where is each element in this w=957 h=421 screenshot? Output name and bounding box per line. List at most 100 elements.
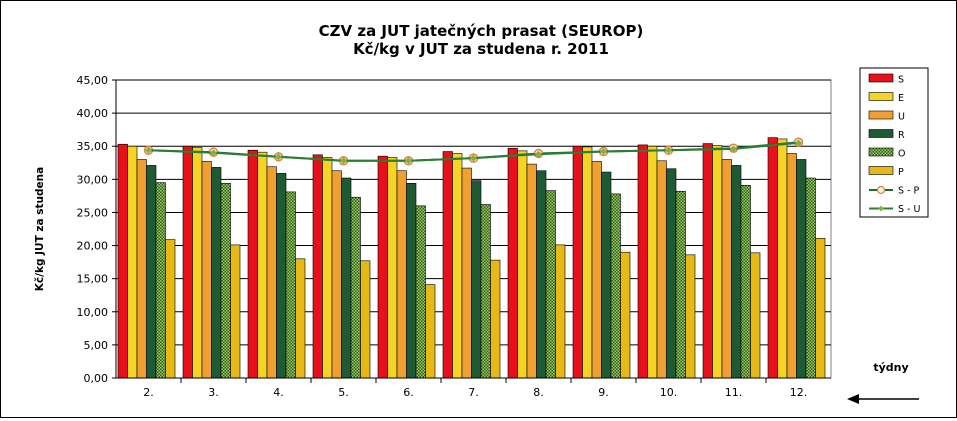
bar-o [480, 204, 491, 379]
bar-r [406, 183, 417, 379]
bar-u [591, 161, 602, 379]
bar-u [786, 153, 797, 379]
x-tick-label: 6. [403, 386, 414, 399]
bar-e [777, 138, 788, 379]
bar-r [731, 165, 742, 379]
point-s-u [274, 153, 283, 161]
bar-e [192, 147, 203, 379]
bar-e [517, 150, 528, 379]
bar-r [536, 170, 547, 379]
point-s-u [404, 157, 413, 165]
bar-p [360, 260, 371, 379]
y-tick-label: 30,00 [77, 173, 109, 186]
bar-p [165, 239, 176, 379]
y-tick-labels: 0,00 5,00 10,00 15,00 20,00 25,00 30,00 35,00 40… [77, 74, 109, 385]
legend-label: P [898, 167, 904, 178]
x-tick-label: 11. [725, 386, 743, 399]
bar-o [155, 182, 166, 379]
bar-p [750, 252, 761, 379]
bar-p [815, 237, 826, 379]
bar-s [767, 137, 778, 379]
bar-u [656, 160, 667, 379]
bar-p [230, 244, 241, 379]
bar-p [295, 258, 306, 379]
bar-u [526, 163, 537, 379]
bar-r [146, 165, 157, 379]
legend-swatch-p [868, 166, 894, 175]
bar-u [331, 170, 342, 379]
bar-u [396, 170, 407, 379]
y-tick-label: 0,00 [84, 372, 109, 385]
bar-o [545, 190, 556, 379]
bar-p [490, 259, 501, 379]
bar-p [425, 284, 436, 379]
legend-label: R [898, 130, 905, 141]
bar-o [220, 183, 231, 379]
bar-e [257, 151, 268, 379]
bar-s [117, 143, 128, 379]
point-s-u [599, 147, 608, 156]
bar-r [601, 171, 612, 379]
bar-u [721, 159, 732, 379]
bar-o [740, 184, 751, 379]
bar-p [555, 244, 566, 379]
point-s-u [469, 154, 478, 162]
legend-swatch-o [868, 147, 894, 157]
y-tick-label: 15,00 [77, 273, 109, 286]
x-tick-labels: 2. 3. 4. 5. 6. 7. 8. 9. 10. 11. 12. [116, 377, 831, 399]
legend-marker [878, 205, 884, 212]
bar-e [452, 153, 463, 379]
bar-s [572, 145, 583, 379]
y-tick-label: 25,00 [77, 206, 109, 219]
legend-swatch-s [868, 73, 894, 83]
point-s-u [664, 146, 673, 154]
legend-label: S - P [898, 186, 919, 197]
bar-r [471, 180, 482, 379]
point-s-u [339, 157, 348, 165]
x-tick-label: 12. [790, 386, 808, 399]
bar-s [442, 151, 453, 379]
x-tick-label: 4. [273, 386, 284, 399]
bar-s [637, 144, 648, 379]
y-tick-label: 45,00 [77, 74, 109, 87]
point-s-u [794, 139, 803, 147]
x-tick-label: 7. [468, 386, 479, 399]
bar-o [675, 190, 686, 379]
bar-o [610, 193, 621, 379]
bar-u [461, 167, 472, 379]
bar-s [507, 147, 518, 379]
y-axis-label: Kč/kg JUT za studena [34, 167, 46, 291]
line-layer [143, 137, 804, 166]
bar-e [127, 145, 138, 379]
bar-s [182, 145, 193, 379]
legend-label: U [898, 112, 905, 123]
bar-s [312, 154, 323, 379]
x-tick-label: 10. [660, 386, 678, 399]
point-s-u [534, 150, 543, 158]
bar-layer [117, 137, 826, 379]
point-s-u [209, 149, 218, 157]
bar-o [350, 196, 361, 379]
point-s-u [729, 145, 738, 153]
bar-s [702, 143, 713, 379]
bar-r [796, 159, 807, 379]
chart-title: CZV za JUT jatečných prasat (SEUROP) [319, 22, 644, 40]
y-tick-label: 20,00 [77, 240, 109, 253]
bar-o [805, 177, 816, 379]
x-axis-label: týdny [873, 361, 908, 374]
x-tick-label: 2. [143, 386, 154, 399]
legend-swatch-r [868, 129, 894, 138]
bar-r [666, 168, 677, 379]
bar-p [685, 254, 696, 379]
bar-o [285, 191, 296, 379]
x-tick-label: 5. [338, 386, 349, 399]
y-tick-label: 35,00 [77, 140, 109, 153]
y-tick-label: 40,00 [77, 107, 109, 120]
y-tick-label: 5,00 [84, 339, 109, 352]
bar-s [377, 155, 388, 379]
x-tick-label: 8. [533, 386, 544, 399]
arrow-left-icon [847, 394, 919, 404]
legend-marker [876, 185, 886, 195]
legend-label: S - U [898, 204, 920, 215]
